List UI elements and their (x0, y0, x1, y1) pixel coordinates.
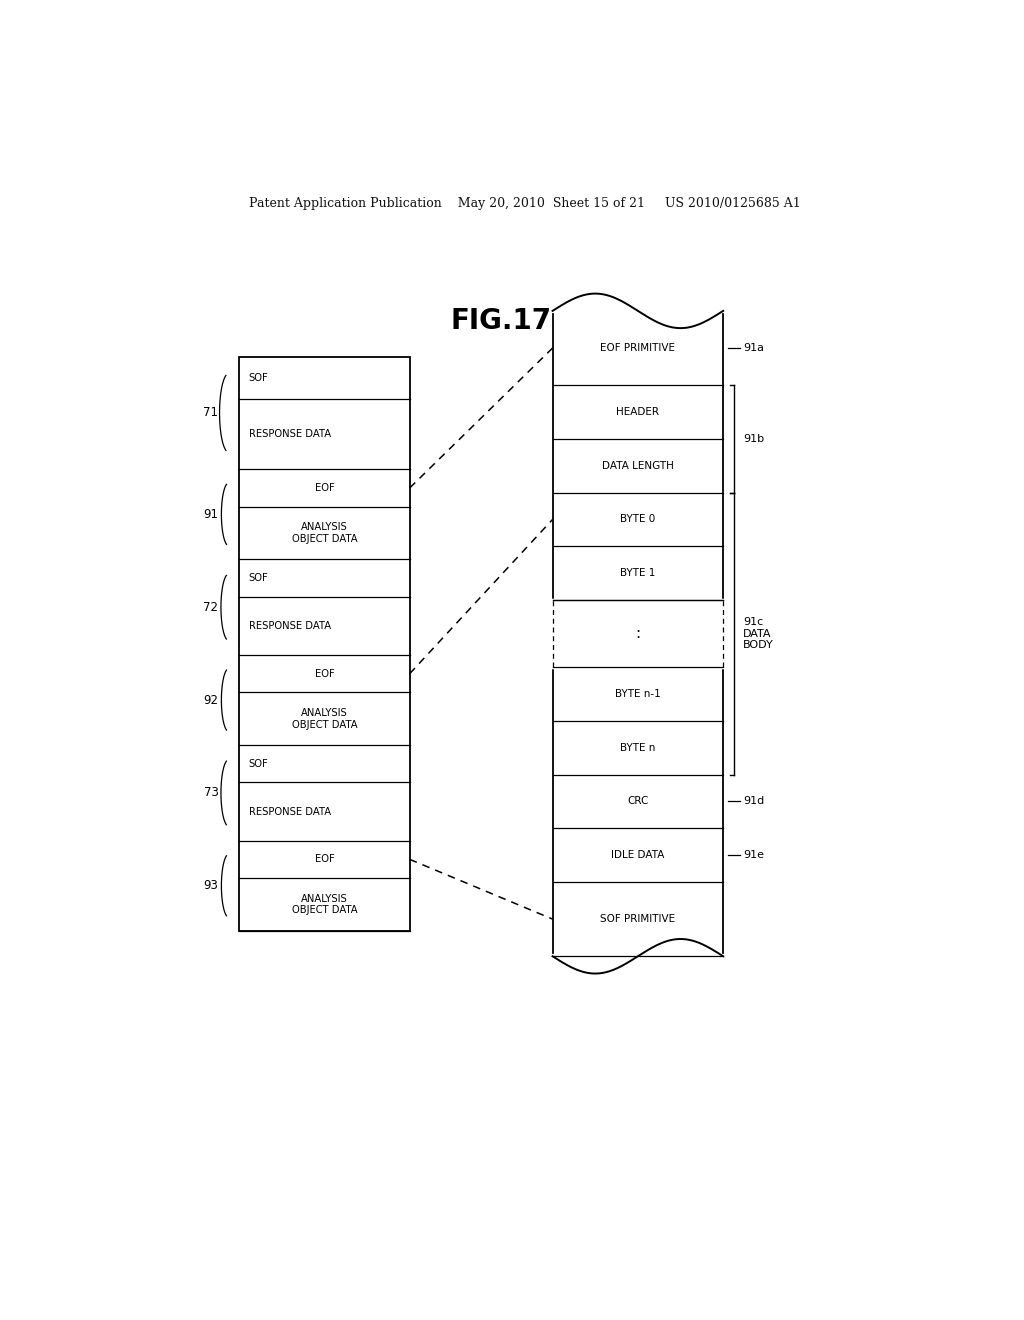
Text: :: : (635, 626, 640, 642)
Text: HEADER: HEADER (616, 407, 659, 417)
Text: BYTE n: BYTE n (621, 743, 655, 752)
Text: FIG.17: FIG.17 (451, 308, 552, 335)
Text: RESPONSE DATA: RESPONSE DATA (249, 429, 331, 440)
Text: BYTE n-1: BYTE n-1 (615, 689, 660, 700)
Text: BYTE 0: BYTE 0 (621, 515, 655, 524)
Bar (553, 312, 723, 956)
Text: ANALYSIS
OBJECT DATA: ANALYSIS OBJECT DATA (292, 708, 357, 730)
Text: BYTE 1: BYTE 1 (621, 568, 655, 578)
Text: ANALYSIS
OBJECT DATA: ANALYSIS OBJECT DATA (292, 894, 357, 915)
Text: EOF: EOF (314, 854, 334, 865)
Text: EOF PRIMITIVE: EOF PRIMITIVE (600, 343, 676, 352)
Text: 71: 71 (204, 407, 218, 420)
Text: DATA LENGTH: DATA LENGTH (602, 461, 674, 471)
Text: 72: 72 (204, 601, 218, 614)
Bar (240, 356, 410, 931)
Text: 91a: 91a (743, 343, 764, 352)
Text: RESPONSE DATA: RESPONSE DATA (249, 807, 331, 817)
Text: SOF: SOF (249, 759, 268, 768)
Text: 73: 73 (204, 787, 218, 800)
Text: 91e: 91e (743, 850, 764, 861)
Text: Patent Application Publication    May 20, 2010  Sheet 15 of 21     US 2010/01256: Patent Application Publication May 20, 2… (249, 197, 801, 210)
Text: RESPONSE DATA: RESPONSE DATA (249, 620, 331, 631)
Text: SOF PRIMITIVE: SOF PRIMITIVE (600, 913, 676, 924)
Text: 92: 92 (204, 693, 218, 706)
Text: 91c
DATA
BODY: 91c DATA BODY (743, 616, 774, 651)
Text: IDLE DATA: IDLE DATA (611, 850, 665, 861)
Text: 91d: 91d (743, 796, 764, 807)
Text: SOF: SOF (249, 374, 268, 383)
Text: 91: 91 (204, 508, 218, 521)
Text: SOF: SOF (249, 573, 268, 583)
Text: EOF: EOF (314, 483, 334, 492)
Text: 93: 93 (204, 879, 218, 892)
Text: CRC: CRC (628, 796, 648, 807)
Text: 91b: 91b (743, 434, 764, 444)
Text: EOF: EOF (314, 669, 334, 678)
Text: ANALYSIS
OBJECT DATA: ANALYSIS OBJECT DATA (292, 523, 357, 544)
